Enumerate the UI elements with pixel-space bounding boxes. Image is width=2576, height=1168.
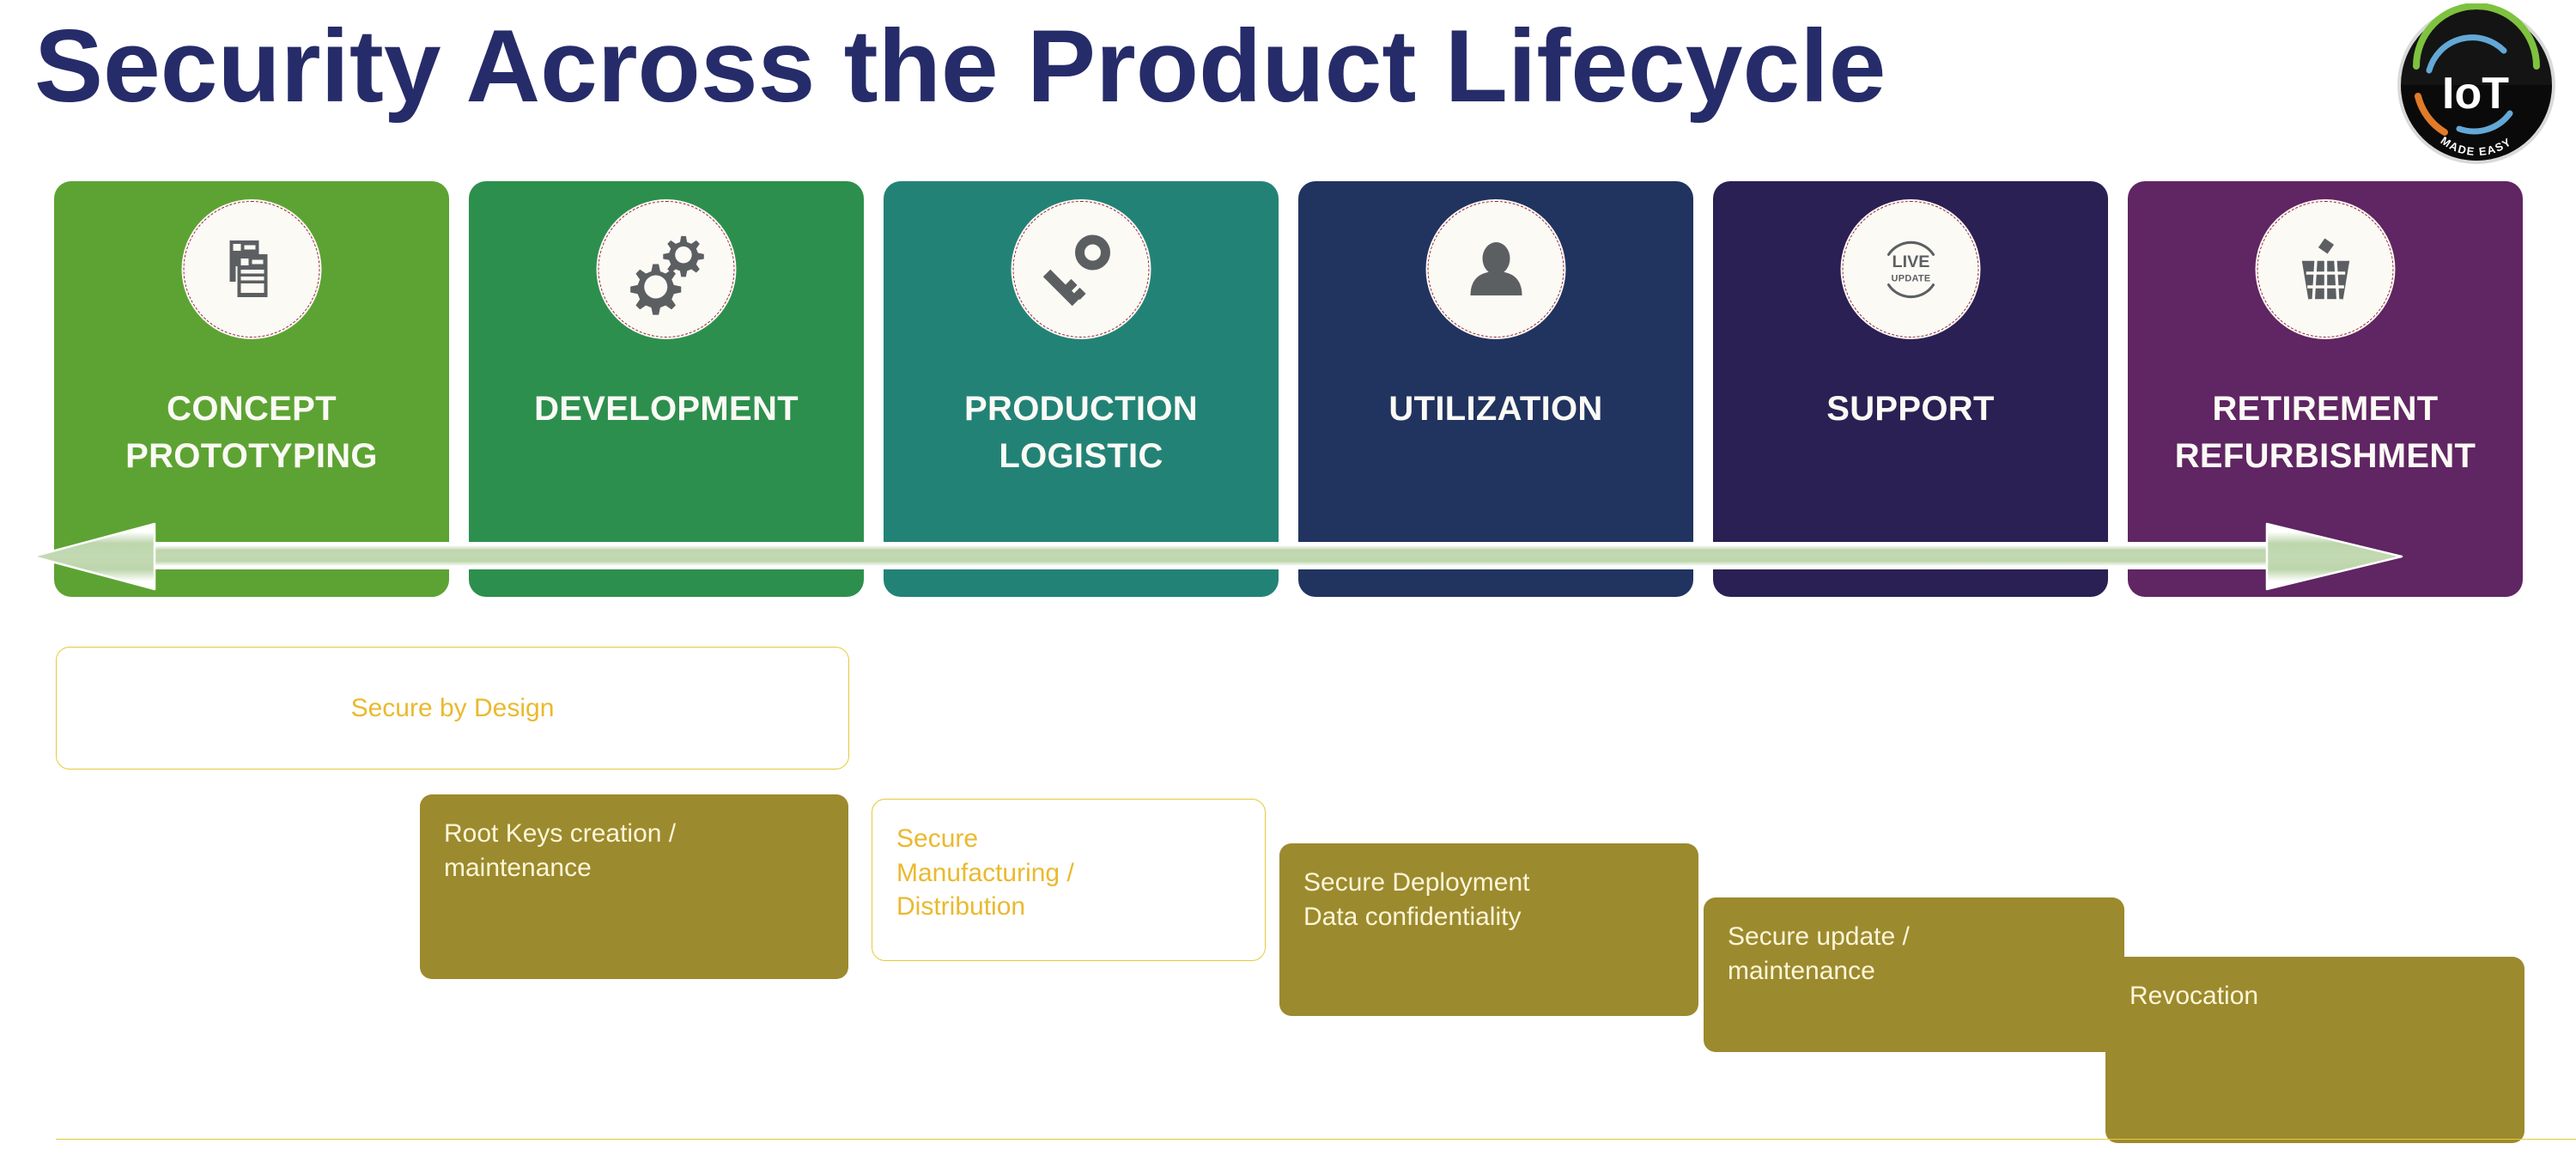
svg-text:LIVE: LIVE [1892, 252, 1929, 271]
svg-text:UPDATE: UPDATE [1891, 273, 1930, 283]
